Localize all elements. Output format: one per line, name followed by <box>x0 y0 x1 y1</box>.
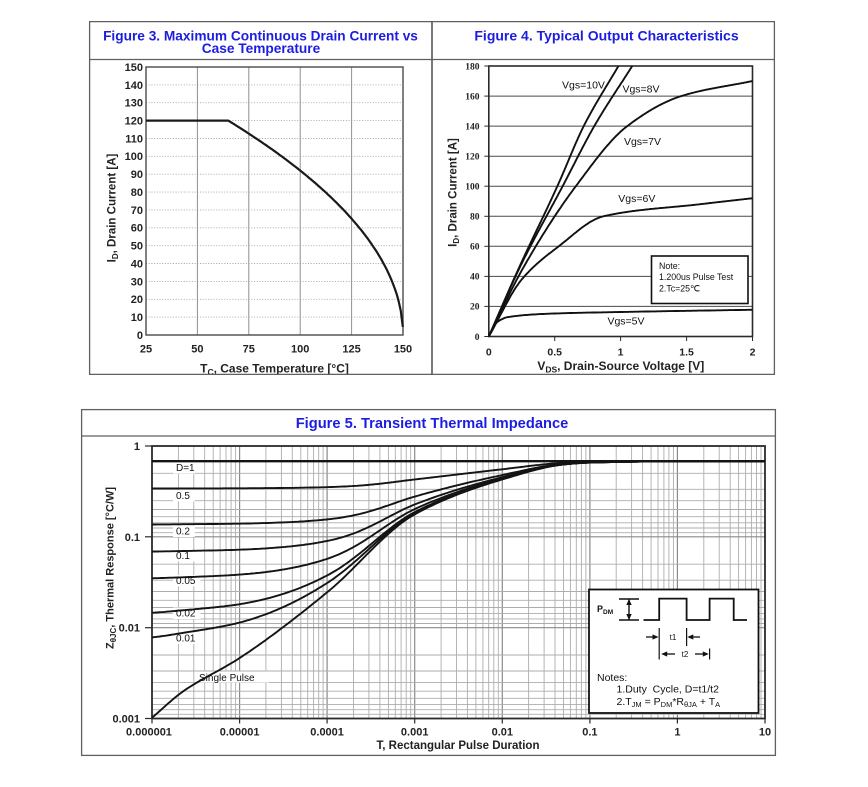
svg-text:100: 100 <box>465 183 480 193</box>
svg-text:120: 120 <box>125 116 143 128</box>
svg-text:Single Pulse: Single Pulse <box>199 673 255 684</box>
svg-text:0.5: 0.5 <box>176 491 190 502</box>
svg-text:160: 160 <box>465 92 480 102</box>
svg-text:40: 40 <box>131 258 143 270</box>
svg-text:Figure 3. Maximum Continuous D: Figure 3. Maximum Continuous Drain Curre… <box>103 29 418 44</box>
svg-text:60: 60 <box>131 223 143 235</box>
svg-text:0: 0 <box>486 347 492 359</box>
svg-text:110: 110 <box>125 133 143 145</box>
svg-text:0: 0 <box>137 330 143 342</box>
svg-text:150: 150 <box>394 344 412 356</box>
svg-text:50: 50 <box>131 241 143 253</box>
svg-text:40: 40 <box>470 273 480 283</box>
svg-text:Vgs=6V: Vgs=6V <box>618 193 655 205</box>
svg-text:0.00001: 0.00001 <box>220 727 260 739</box>
svg-text:70: 70 <box>131 205 143 217</box>
svg-text:Case Temperature: Case Temperature <box>202 41 321 56</box>
svg-text:0.2: 0.2 <box>176 527 190 538</box>
svg-text:0.01: 0.01 <box>492 727 513 739</box>
svg-text:0.001: 0.001 <box>112 714 140 726</box>
svg-text:75: 75 <box>243 344 255 356</box>
svg-text:130: 130 <box>125 98 143 110</box>
svg-text:0.01: 0.01 <box>119 623 140 635</box>
svg-text:ZθJC, Thermal Response [°C/W]: ZθJC, Thermal Response [°C/W] <box>105 487 119 649</box>
svg-text:2: 2 <box>750 347 756 359</box>
svg-text:0.1: 0.1 <box>125 532 140 544</box>
svg-text:20: 20 <box>131 294 143 306</box>
svg-text:0.01: 0.01 <box>176 634 196 645</box>
svg-text:Figure 5. Transient Thermal Im: Figure 5. Transient Thermal Impedance <box>296 416 569 432</box>
svg-text:1.200us Pulse Test: 1.200us Pulse Test <box>659 272 734 282</box>
svg-text:1: 1 <box>618 347 624 359</box>
svg-text:0: 0 <box>475 333 480 343</box>
svg-text:t2: t2 <box>682 650 689 659</box>
svg-text:0.000001: 0.000001 <box>126 727 172 739</box>
svg-text:1.Duty Cycle, D=t1/t2: 1.Duty Cycle, D=t1/t2 <box>617 684 720 696</box>
svg-text:D=1: D=1 <box>176 463 195 474</box>
svg-text:20: 20 <box>470 303 480 313</box>
svg-text:100: 100 <box>291 344 309 356</box>
svg-text:Vgs=8V: Vgs=8V <box>622 83 659 95</box>
svg-text:100: 100 <box>125 151 143 163</box>
svg-text:Vgs=5V: Vgs=5V <box>607 316 644 328</box>
svg-text:0.0001: 0.0001 <box>310 727 344 739</box>
svg-text:T, Rectangular Pulse Duration: T, Rectangular Pulse Duration <box>377 740 540 752</box>
svg-text:ID, Drain Current [A]: ID, Drain Current [A] <box>448 138 462 247</box>
svg-text:TC, Case Temperature [°C]: TC, Case Temperature [°C] <box>200 362 349 378</box>
svg-text:30: 30 <box>131 276 143 288</box>
svg-text:50: 50 <box>191 344 203 356</box>
svg-text:Notes:: Notes: <box>597 672 627 684</box>
svg-text:2.Tc=25℃: 2.Tc=25℃ <box>659 284 700 294</box>
svg-text:90: 90 <box>131 169 143 181</box>
svg-text:Note:: Note: <box>659 261 680 271</box>
svg-text:0.1: 0.1 <box>582 727 597 739</box>
svg-text:VDS, Drain-Source Voltage [V]: VDS, Drain-Source Voltage [V] <box>537 359 704 375</box>
svg-text:60: 60 <box>470 243 480 253</box>
svg-text:0.5: 0.5 <box>547 347 562 359</box>
svg-text:2.TJM = PDM*RθJA + TA: 2.TJM = PDM*RθJA + TA <box>617 696 721 709</box>
svg-text:1: 1 <box>134 441 140 453</box>
svg-text:180: 180 <box>465 62 480 72</box>
svg-text:ID, Drain Current [A]: ID, Drain Current [A] <box>107 154 121 263</box>
svg-text:10: 10 <box>759 727 771 739</box>
svg-text:140: 140 <box>465 122 480 132</box>
svg-text:25: 25 <box>140 344 152 356</box>
svg-text:t1: t1 <box>670 633 677 642</box>
svg-text:140: 140 <box>125 80 143 92</box>
svg-text:Vgs=7V: Vgs=7V <box>624 136 661 148</box>
svg-text:80: 80 <box>131 187 143 199</box>
svg-text:1.5: 1.5 <box>679 347 694 359</box>
svg-text:1: 1 <box>674 727 680 739</box>
svg-text:150: 150 <box>125 62 143 74</box>
svg-text:80: 80 <box>470 213 480 223</box>
svg-text:0.05: 0.05 <box>176 576 196 587</box>
svg-text:0.1: 0.1 <box>176 551 190 562</box>
svg-text:10: 10 <box>131 312 143 324</box>
svg-text:Vgs=10V: Vgs=10V <box>562 79 605 91</box>
svg-text:125: 125 <box>342 344 360 356</box>
svg-text:120: 120 <box>465 153 480 163</box>
svg-text:0.02: 0.02 <box>176 609 196 620</box>
svg-text:Figure 4. Typical Output Chara: Figure 4. Typical Output Characteristics <box>474 28 738 44</box>
svg-text:0.001: 0.001 <box>401 727 429 739</box>
